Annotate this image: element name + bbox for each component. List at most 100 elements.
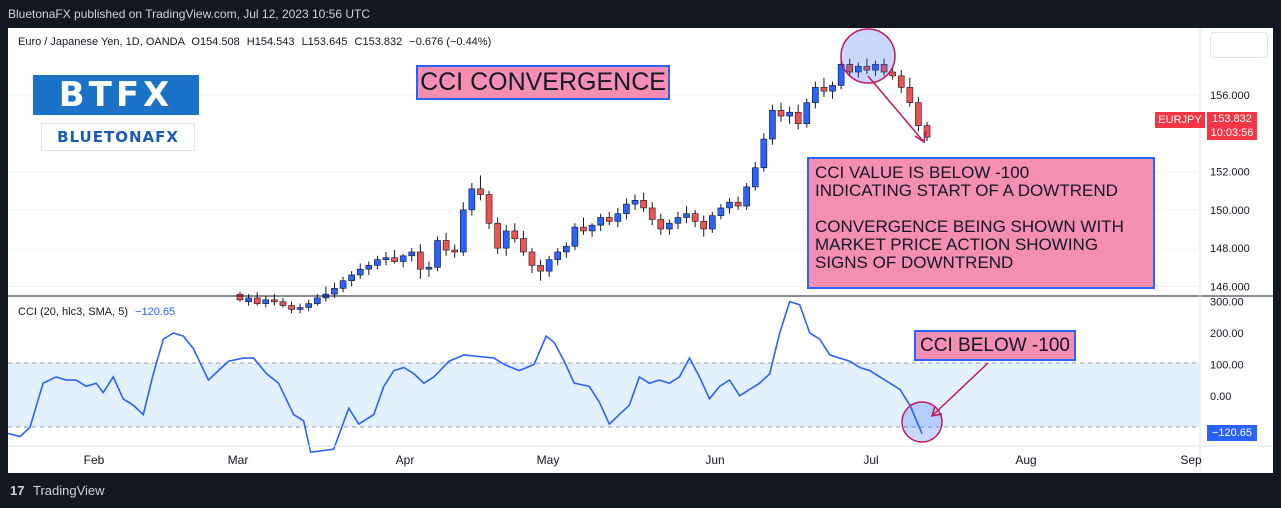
chart-area[interactable]: Feb Mar Apr May Jun Jul Aug Sep 156.000 152.000 1… — [8, 28, 1273, 473]
candle-body — [588, 224, 596, 232]
annotation-title[interactable]: CCI CONVERGENCE — [416, 65, 670, 100]
candle-body — [872, 64, 879, 71]
candle-body — [726, 201, 733, 209]
symbol-badge: EURJPY — [1155, 112, 1205, 128]
candle-body — [631, 199, 639, 205]
time-tick-label: Feb — [84, 453, 105, 467]
candle-body — [331, 288, 338, 295]
footer-bar: 17 TradingView — [0, 476, 1281, 508]
candle-body — [434, 240, 441, 268]
btfx-logo: BTFX — [33, 75, 199, 115]
candle-body — [408, 251, 416, 257]
candle-body — [425, 266, 433, 270]
candle-body — [296, 307, 304, 310]
time-tick-label: Sep — [1180, 453, 1202, 467]
candle-body — [700, 221, 708, 230]
candle-body — [597, 217, 604, 226]
price-tick-label: 156.000 — [1210, 90, 1250, 102]
price-tick-label: 148.000 — [1210, 243, 1250, 255]
candle-body — [494, 222, 501, 249]
candle-body — [537, 265, 544, 272]
candle-body — [245, 297, 252, 303]
tradingview-logo-icon: 17 — [10, 483, 25, 498]
candle-body — [279, 301, 287, 306]
btfx-logo-text: BTFX — [58, 75, 174, 115]
chart-control-button[interactable] — [1210, 32, 1268, 58]
cci-arrowhead — [930, 405, 943, 417]
time-tick-label: Mar — [228, 453, 249, 467]
candle-body — [236, 293, 244, 301]
candle-body — [906, 87, 914, 103]
price-axis: 156.000 152.000 150.000 148.000 146.000 — [1210, 90, 1250, 293]
cci-low-highlight — [901, 401, 943, 443]
candle-body — [348, 274, 355, 281]
price-arrow — [867, 75, 925, 143]
candle-body — [313, 297, 321, 304]
cci-band — [8, 363, 1200, 427]
candle-body — [459, 209, 467, 253]
candle-body — [545, 259, 553, 272]
annotation-explanation-box[interactable]: CCI VALUE IS BELOW -100 INDICATING START… — [807, 157, 1155, 289]
candle-body — [897, 75, 905, 88]
candle-body — [339, 280, 347, 289]
candle-body — [863, 65, 871, 71]
indicator-name: CCI (20, hlc3, SMA, 5) — [18, 306, 129, 318]
price-candles — [236, 58, 931, 314]
annotation-cci-label[interactable]: CCI BELOW -100 — [914, 330, 1076, 361]
last-price-badge: 153.832 10:03:56 — [1207, 112, 1257, 140]
price-arrowhead — [914, 130, 927, 144]
candle-body — [786, 111, 793, 117]
candle-body — [691, 213, 699, 222]
candle-body — [614, 213, 622, 222]
candle-body — [520, 238, 527, 253]
candle-body — [528, 251, 536, 266]
time-tick-label: May — [537, 453, 560, 467]
time-tick-label: Jun — [705, 453, 724, 467]
candle-body — [305, 303, 313, 308]
time-tick-label: Jul — [863, 453, 878, 467]
candle-body — [451, 249, 458, 253]
published-text: BluetonaFX published on TradingView.com,… — [8, 7, 371, 21]
symbol-legend[interactable]: Euro / Japanese Yen, 1D, OANDA O154.508 … — [18, 36, 491, 48]
price-top-highlight — [840, 28, 896, 84]
candle-body — [477, 188, 484, 195]
candle-body — [837, 64, 845, 86]
price-tick-label: 146.000 — [1210, 281, 1250, 293]
cci-arrow — [931, 362, 989, 417]
cci-tick-label: 100.00 — [1210, 359, 1244, 371]
candle-body — [709, 215, 716, 230]
time-axis: Feb Mar Apr May Jun Jul Aug Sep — [84, 453, 1202, 467]
bluetonafx-logo: BLUETONAFX — [41, 123, 195, 151]
candle-body — [648, 207, 656, 220]
candle-body — [382, 257, 390, 260]
cci-value-badge: −120.65 — [1207, 425, 1257, 441]
candle-body — [666, 222, 673, 230]
published-header: BluetonaFX published on TradingView.com,… — [0, 0, 1281, 28]
candle-body — [854, 65, 862, 73]
candle-body — [365, 265, 373, 270]
indicator-value: −120.65 — [135, 306, 176, 318]
candle-body — [717, 207, 725, 216]
candle-body — [880, 64, 888, 73]
price-tick-label: 150.000 — [1210, 205, 1250, 217]
candle-body — [374, 259, 381, 266]
candle-body — [253, 297, 261, 304]
candle-body — [262, 299, 270, 304]
last-price: 153.832 — [1212, 113, 1252, 125]
candle-body — [571, 226, 579, 247]
time-tick-label: Aug — [1015, 453, 1036, 467]
candle-body — [563, 245, 570, 253]
candle-body — [640, 199, 647, 209]
candle-body — [820, 87, 828, 92]
candle-body — [846, 64, 854, 73]
cci-line — [8, 300, 923, 454]
candle-body — [442, 240, 450, 251]
symbol-name: Euro / Japanese Yen, 1D, OANDA — [18, 36, 185, 48]
cci-tick-label: 0.00 — [1210, 391, 1231, 403]
candle-body — [794, 111, 802, 125]
candle-body — [674, 217, 682, 224]
chart-canvas[interactable]: Feb Mar Apr May Jun Jul Aug Sep 156.000152.0001… — [8, 28, 1273, 473]
candle-body — [580, 226, 587, 232]
annotation-line: CCI VALUE IS BELOW -100 — [815, 163, 1030, 182]
indicator-legend[interactable]: CCI (20, hlc3, SMA, 5) −120.65 — [18, 306, 175, 318]
